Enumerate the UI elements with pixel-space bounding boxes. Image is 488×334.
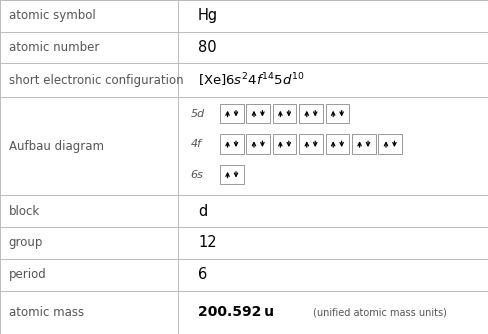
Bar: [378, 135, 401, 154]
Text: 6: 6: [198, 267, 207, 282]
Bar: [325, 104, 348, 123]
Text: 6s: 6s: [190, 170, 203, 180]
Text: short electronic configuration: short electronic configuration: [9, 74, 183, 87]
Bar: [220, 165, 243, 184]
Text: group: group: [9, 236, 43, 249]
Text: atomic symbol: atomic symbol: [9, 9, 95, 22]
Bar: [272, 104, 296, 123]
Text: atomic number: atomic number: [9, 41, 99, 54]
Bar: [220, 104, 243, 123]
Text: atomic mass: atomic mass: [9, 306, 84, 319]
Text: 12: 12: [198, 235, 216, 250]
Bar: [246, 135, 269, 154]
Text: 4f: 4f: [190, 139, 201, 149]
Bar: [299, 135, 322, 154]
Text: 80: 80: [198, 40, 216, 55]
Text: 200.592 u: 200.592 u: [198, 305, 273, 319]
Text: 5d: 5d: [190, 109, 204, 119]
Text: Hg: Hg: [198, 8, 218, 23]
Text: block: block: [9, 205, 40, 218]
Bar: [325, 135, 348, 154]
Bar: [272, 135, 296, 154]
Bar: [299, 104, 322, 123]
Bar: [351, 135, 375, 154]
Bar: [220, 135, 243, 154]
Text: d: d: [198, 204, 207, 219]
Text: Aufbau diagram: Aufbau diagram: [9, 140, 103, 153]
Text: (unified atomic mass units): (unified atomic mass units): [312, 307, 446, 317]
Bar: [246, 104, 269, 123]
Text: [Xe]6$s^2$4$f^{14}$5$d^{10}$: [Xe]6$s^2$4$f^{14}$5$d^{10}$: [198, 71, 305, 89]
Text: period: period: [9, 268, 46, 281]
